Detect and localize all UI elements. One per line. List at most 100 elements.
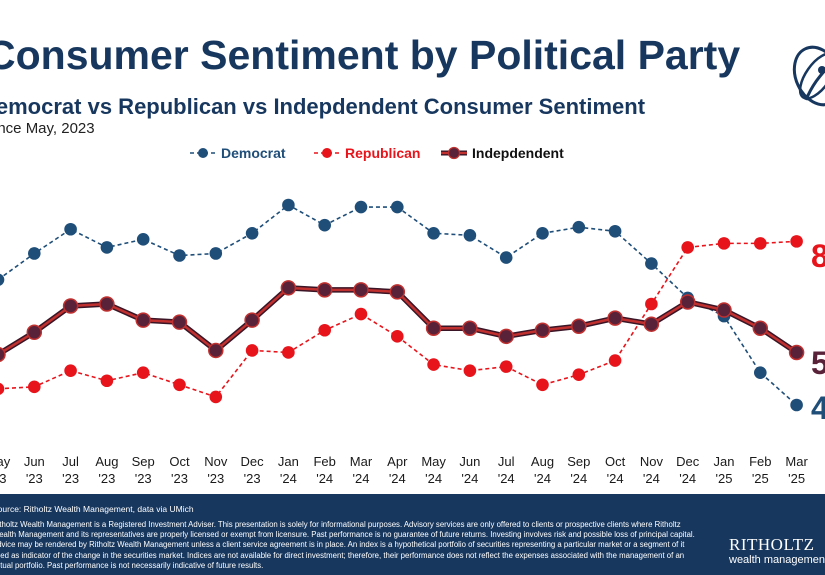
data-point-republican-22 xyxy=(790,235,803,248)
data-point-indepdendent-11 xyxy=(389,284,406,300)
data-point-indepdendent-5 xyxy=(171,314,188,330)
data-point-republican-5 xyxy=(173,378,186,392)
data-point-republican-7 xyxy=(245,344,259,357)
x-tick-label-8: Jan '24 xyxy=(278,454,299,486)
data-point-democrat-6 xyxy=(209,247,223,260)
data-point-democrat-13 xyxy=(463,229,477,242)
chart-legend: Democrat Republican Indepdendent xyxy=(190,145,564,161)
data-point-indepdendent-14 xyxy=(498,328,514,345)
x-axis: May'23 Jun'23 Jul'23 Aug'23 Sep'23 Oct'23 Nov'… xyxy=(0,454,808,486)
end-label-republican: 8 xyxy=(811,238,825,274)
data-point-democrat-11 xyxy=(391,200,404,214)
data-point-republican-12 xyxy=(427,358,440,371)
x-tick-label-13: Jun '24 xyxy=(459,454,480,486)
legend-marker-democrat xyxy=(198,148,208,158)
data-point-republican-19 xyxy=(681,241,694,254)
data-point-indepdendent-0 xyxy=(0,347,6,362)
data-point-democrat-9 xyxy=(318,218,332,232)
x-tick-label-17: Oct '24 xyxy=(605,454,626,486)
data-point-democrat-1 xyxy=(28,247,41,260)
data-point-indepdendent-9 xyxy=(316,282,333,298)
data-point-republican-1 xyxy=(28,380,41,394)
data-point-indepdendent-1 xyxy=(26,324,43,341)
data-point-indepdendent-19 xyxy=(679,294,696,310)
series-democrat xyxy=(0,198,803,412)
x-tick-label-18: Nov '24 xyxy=(640,454,664,486)
series-line-republican xyxy=(0,240,797,398)
x-tick-label-3: Aug '23 xyxy=(95,454,118,486)
x-tick-label-6: Nov '23 xyxy=(204,454,228,486)
data-point-democrat-4 xyxy=(136,233,150,246)
data-point-democrat-5 xyxy=(173,249,186,262)
data-point-indepdendent-20 xyxy=(716,302,732,318)
x-tick-label-21: Feb '25 xyxy=(749,454,771,486)
source-note: Source: Ritholtz Wealth Management, data… xyxy=(0,504,194,514)
legend-item-republican: Republican xyxy=(314,145,420,161)
data-point-republican-17 xyxy=(608,354,622,367)
data-point-democrat-10 xyxy=(354,200,368,214)
series-line-democrat xyxy=(0,204,798,406)
data-point-indepdendent-16 xyxy=(571,318,587,334)
data-point-democrat-17 xyxy=(608,224,622,238)
x-tick-label-15: Aug '24 xyxy=(531,454,554,486)
data-point-democrat-14 xyxy=(499,251,513,264)
data-point-democrat-12 xyxy=(427,226,440,240)
data-point-democrat-21 xyxy=(754,366,767,379)
data-point-republican-0 xyxy=(0,382,5,395)
data-point-indepdendent-6 xyxy=(208,342,224,359)
x-tick-label-1: Jun '23 xyxy=(24,454,45,486)
x-tick-label-16: Sep '24 xyxy=(567,454,590,486)
data-point-indepdendent-17 xyxy=(607,310,623,326)
data-point-indepdendent-21 xyxy=(752,320,769,336)
data-point-republican-15 xyxy=(536,378,549,392)
end-labels: 4 8 5 xyxy=(811,238,825,426)
legend-marker-indepdendent xyxy=(447,146,461,160)
data-point-indepdendent-10 xyxy=(353,282,369,298)
brand-name: RITHOLTZ xyxy=(729,535,815,554)
legend-item-indepdendent: Indepdendent xyxy=(441,145,564,161)
data-point-democrat-18 xyxy=(645,257,658,270)
legend-label-indepdendent: Indepdendent xyxy=(472,145,564,161)
data-point-indepdendent-22 xyxy=(788,344,805,361)
x-tick-label-22: Mar '25 xyxy=(785,454,808,486)
data-point-republican-14 xyxy=(499,360,513,373)
x-tick-label-19: Dec '24 xyxy=(676,454,700,486)
data-point-democrat-2 xyxy=(64,222,77,236)
x-tick-label-0: May'23 xyxy=(0,454,11,486)
data-point-republican-13 xyxy=(463,364,477,377)
data-point-republican-16 xyxy=(572,368,586,381)
data-point-republican-4 xyxy=(136,366,150,379)
data-point-republican-9 xyxy=(318,323,332,337)
x-tick-label-4: Sep '23 xyxy=(132,454,155,486)
data-point-republican-6 xyxy=(209,390,223,404)
data-point-democrat-16 xyxy=(572,220,586,234)
x-tick-label-7: Dec '23 xyxy=(241,454,265,486)
data-point-democrat-3 xyxy=(100,241,114,254)
data-point-republican-20 xyxy=(717,237,731,250)
x-tick-label-12: May '24 xyxy=(421,454,446,486)
data-point-indepdendent-7 xyxy=(244,312,260,328)
data-point-indepdendent-15 xyxy=(534,322,551,339)
data-point-indepdendent-8 xyxy=(280,280,297,296)
data-point-republican-2 xyxy=(64,364,77,377)
data-point-republican-8 xyxy=(282,346,295,359)
data-point-republican-11 xyxy=(391,330,404,343)
data-point-democrat-8 xyxy=(282,198,295,212)
date-range-note: Since May, 2023 xyxy=(0,120,95,137)
data-point-indepdendent-12 xyxy=(425,320,442,336)
data-point-indepdendent-3 xyxy=(99,296,115,312)
chart-subtitle: Democrat vs Republican vs Indepdendent C… xyxy=(0,94,646,119)
legend-label-democrat: Democrat xyxy=(221,145,286,161)
company-logo-icon xyxy=(792,45,825,107)
legend-label-republican: Republican xyxy=(345,145,420,161)
data-point-democrat-0 xyxy=(0,273,5,286)
data-point-republican-3 xyxy=(100,374,114,388)
series-layer xyxy=(0,198,805,412)
footer-bar: Source: Ritholtz Wealth Management, data… xyxy=(0,494,825,575)
chart-title: Consumer Sentiment by Political Party xyxy=(0,32,741,78)
x-tick-label-5: Oct '23 xyxy=(169,454,190,486)
series-republican xyxy=(0,235,803,404)
data-point-republican-21 xyxy=(754,237,767,250)
x-tick-label-11: Apr '24 xyxy=(387,454,408,486)
line-chart: Democrat Republican Indepdendent 4 8 5 May'2… xyxy=(0,145,825,486)
